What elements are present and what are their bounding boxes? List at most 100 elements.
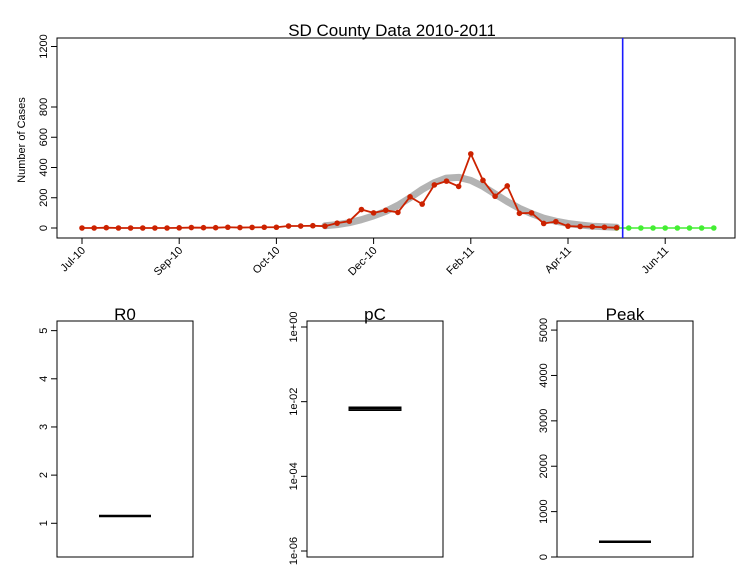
panel-y-tick-label: 5000 [538, 318, 550, 342]
panel-y-tick-label: 4 [38, 376, 50, 382]
panel-y-tick-label: 1 [38, 520, 50, 526]
model-fit-line [321, 173, 621, 231]
observed-case-point [79, 225, 85, 231]
observed-case-point [91, 225, 97, 231]
main-y-tick-label: 1200 [38, 34, 50, 58]
panel-y-tick-label: 1e-02 [288, 388, 300, 416]
main-x-tick-label: Feb-11 [444, 245, 477, 278]
observed-cases-line [82, 152, 617, 229]
main-x-tick-label: Oct-10 [251, 245, 283, 277]
panel-y-tick-label: 1e-06 [288, 537, 300, 565]
pc-panel-title: pC [364, 305, 386, 324]
main-x-tick-label: Sep-10 [152, 245, 186, 279]
observed-case-point [419, 201, 426, 207]
panel-y-tick-label: 2 [38, 472, 50, 478]
main-series [79, 38, 717, 238]
observed-case-point [577, 223, 583, 230]
forecast-point [638, 225, 644, 231]
observed-case-point [261, 224, 268, 231]
r0-panel-title: R0 [114, 305, 136, 324]
observed-case-point [346, 218, 353, 224]
peak-panel-title: Peak [606, 305, 645, 324]
observed-case-point [310, 222, 316, 229]
observed-case-point [601, 224, 608, 231]
panel-y-tick-label: 1e-04 [288, 462, 300, 490]
observed-case-point [468, 151, 474, 157]
forecast-point [650, 225, 656, 231]
main-x-tick-label: Apr-11 [543, 245, 574, 276]
r0-plot-frame [56, 320, 194, 558]
observed-case-point [565, 223, 571, 229]
panel-y-tick-label: 2000 [538, 454, 550, 478]
observed-case-point [443, 178, 450, 184]
observed-case-point [225, 224, 231, 231]
main-x-tick-label: Jul-10 [58, 245, 88, 275]
peak-plot-frame [556, 320, 694, 558]
pc-boxplot-panel: pC 1e-06 1e-04 1e-02 1e+00 [288, 305, 444, 565]
panel-y-tick-label: 1000 [538, 499, 550, 523]
forecast-point [625, 225, 632, 231]
panel-y-tick-label: 3 [38, 424, 50, 430]
observed-case-point [589, 223, 596, 230]
main-x-tick-label: Dec-10 [346, 245, 380, 279]
panel-y-tick-label: 5 [38, 328, 50, 334]
main-y-tick-label: 400 [38, 158, 50, 176]
observed-case-point [212, 224, 219, 231]
main-y-tick-label: 200 [38, 189, 50, 207]
r0-y-axis: 1 2 3 4 5 [38, 328, 58, 526]
forecast-point [698, 225, 705, 231]
observed-case-point [237, 224, 243, 231]
observed-case-point [382, 207, 389, 214]
pc-marks [348, 406, 402, 411]
panel-y-tick-label: 4000 [538, 363, 550, 387]
observed-case-point [188, 224, 195, 231]
observed-case-point [528, 210, 535, 216]
pc-plot-frame [306, 320, 444, 558]
observed-case-point [297, 223, 304, 229]
main-y-tick-label: 600 [38, 128, 50, 146]
observed-case-point [516, 210, 523, 217]
observed-case-point [358, 206, 365, 213]
observed-case-point [322, 223, 328, 229]
main-y-tick-label: 0 [38, 225, 50, 231]
main-chart-title: SD County Data 2010-2011 [288, 21, 496, 40]
observed-case-point [115, 225, 122, 231]
forecast-point [662, 225, 668, 231]
panel-y-tick-label: 1e+00 [288, 312, 300, 343]
observed-case-point [176, 225, 182, 231]
observed-case-point [127, 225, 134, 231]
panel-y-tick-label: 0 [538, 554, 550, 560]
forecast-point [686, 225, 693, 231]
main-y-tick-label: 800 [38, 98, 50, 116]
observed-case-point [504, 183, 511, 189]
pc-y-axis: 1e-06 1e-04 1e-02 1e+00 [288, 312, 308, 565]
observed-case-point [139, 225, 146, 231]
observed-case-point [249, 224, 255, 231]
observed-case-point [200, 224, 207, 231]
observed-case-point [395, 209, 401, 216]
observed-case-point [370, 210, 377, 216]
observed-case-point [455, 183, 462, 190]
forecast-point [674, 225, 681, 231]
observed-case-point [492, 193, 498, 200]
forecast-point [711, 225, 717, 231]
main-y-axis-label: Number of Cases [16, 97, 28, 183]
observed-case-point [152, 225, 158, 231]
panel-y-tick-label: 3000 [538, 409, 550, 433]
observed-case-point [431, 182, 438, 188]
observed-case-point [407, 194, 413, 200]
observed-case-point [334, 220, 340, 226]
peak-boxplot-panel: Peak 0 1000 2000 3000 4000 5000 [538, 305, 694, 560]
observed-case-point [285, 223, 292, 229]
observed-case-point [613, 224, 620, 231]
peak-y-axis: 0 1000 2000 3000 4000 5000 [538, 318, 558, 560]
observed-case-point [553, 218, 559, 225]
observed-case-point [480, 177, 486, 184]
observed-case-point [273, 224, 280, 231]
case-count-chart: SD County Data 2010-2011 Number of Cases… [16, 21, 736, 278]
main-axes: 0 200 400 600 800 1200 Jul-10 Sep-10 Oct-10 Dec-1… [38, 34, 671, 278]
observed-case-point [540, 220, 547, 227]
r0-boxplot-panel: R0 1 2 3 4 5 [38, 305, 194, 558]
observed-case-point [103, 224, 110, 231]
